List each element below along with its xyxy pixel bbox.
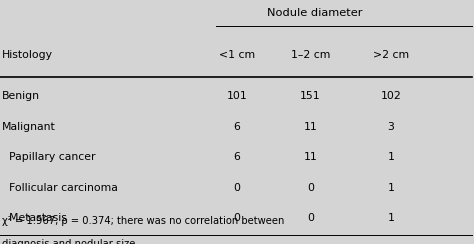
Text: 0: 0 (234, 214, 240, 223)
Text: Nodule diameter: Nodule diameter (267, 9, 363, 18)
Text: 101: 101 (227, 92, 247, 101)
Text: Metastasis: Metastasis (2, 214, 67, 223)
Text: 6: 6 (234, 152, 240, 162)
Text: 6: 6 (234, 122, 240, 132)
Text: diagnosis and nodular size.: diagnosis and nodular size. (2, 239, 139, 244)
Text: 0: 0 (234, 183, 240, 193)
Text: 0: 0 (307, 214, 314, 223)
Text: 11: 11 (303, 152, 318, 162)
Text: Histology: Histology (2, 50, 54, 60)
Text: <1 cm: <1 cm (219, 50, 255, 60)
Text: Follicular carcinoma: Follicular carcinoma (2, 183, 118, 193)
Text: 1: 1 (388, 152, 394, 162)
Text: 0: 0 (307, 183, 314, 193)
Text: 102: 102 (381, 92, 401, 101)
Text: 1: 1 (388, 183, 394, 193)
Text: 3: 3 (388, 122, 394, 132)
Text: 11: 11 (303, 122, 318, 132)
Text: >2 cm: >2 cm (373, 50, 409, 60)
Text: 151: 151 (300, 92, 321, 101)
Text: Papillary cancer: Papillary cancer (2, 152, 96, 162)
Text: 1: 1 (388, 214, 394, 223)
Text: Malignant: Malignant (2, 122, 56, 132)
Text: 1–2 cm: 1–2 cm (291, 50, 330, 60)
Text: χ² = 1.967, ρ = 0.374; there was no correlation between: χ² = 1.967, ρ = 0.374; there was no corr… (2, 216, 285, 226)
Text: Benign: Benign (2, 92, 40, 101)
